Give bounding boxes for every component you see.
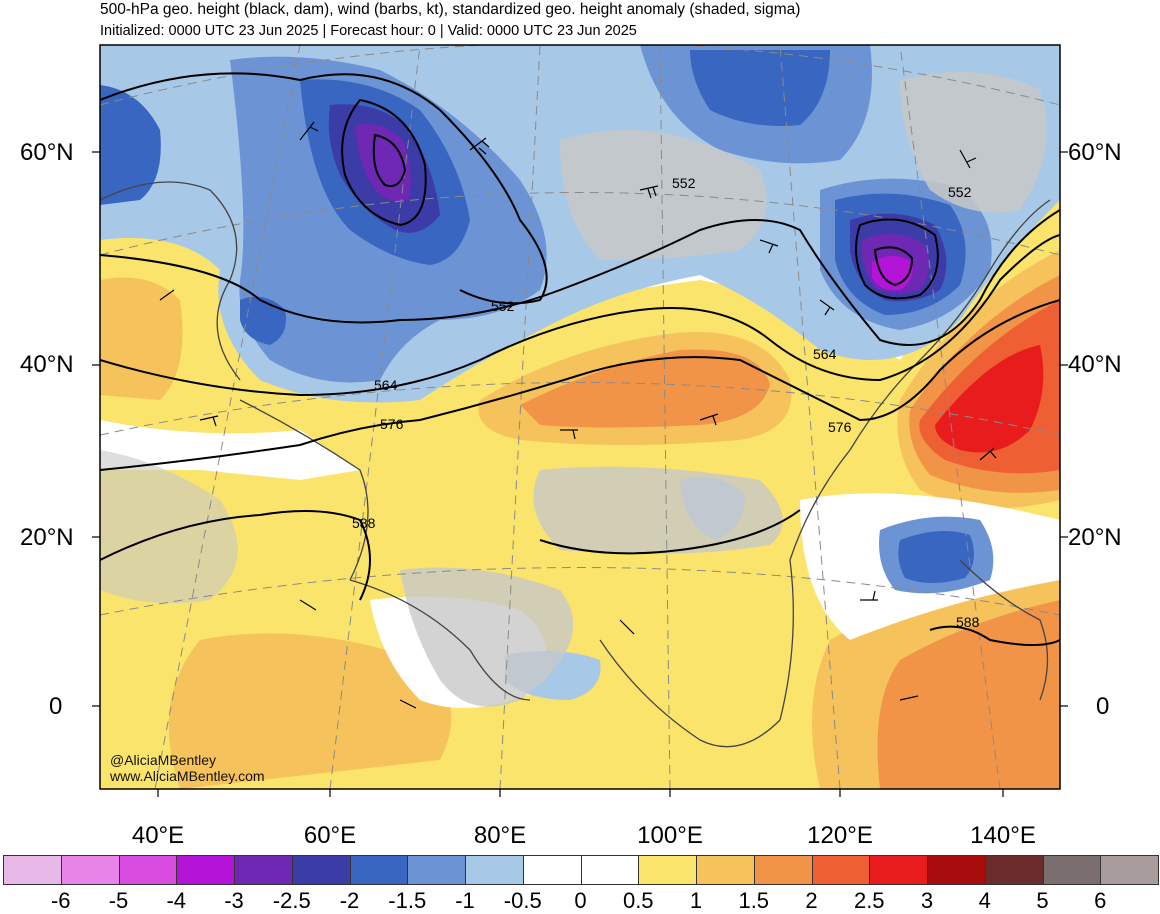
colorbar-swatch	[118, 855, 178, 885]
lat-label-40n-left: 40°N	[20, 351, 74, 378]
credit-url[interactable]: www.AliciaMBentley.com	[110, 768, 265, 784]
colorbar-tick-label: 4	[978, 888, 991, 913]
anomaly-neutral-band	[100, 420, 360, 480]
colorbar-swatch	[984, 855, 1044, 885]
colorbar-swatch	[696, 855, 755, 885]
colorbar-swatch	[811, 855, 871, 885]
lon-label-140e: 140°E	[970, 822, 1036, 849]
land-tibet	[533, 466, 783, 554]
contour-label: 576	[380, 416, 404, 432]
anomaly-negative-1.5-northeast	[690, 50, 830, 126]
lat-label-40n-right: 40°N	[1068, 351, 1122, 378]
colorbar-swatch	[234, 855, 293, 885]
colorbar-swatch	[927, 855, 986, 885]
colorbar-swatch	[580, 855, 640, 885]
colorbar-tick-label: 5	[1036, 888, 1049, 913]
colorbar-swatch	[3, 855, 62, 885]
land-arabia	[100, 450, 238, 604]
colorbar-tick-label: -1	[455, 888, 475, 913]
colorbar-tick-label: 2.5	[853, 888, 885, 913]
anomaly-positive-1-south	[168, 633, 452, 789]
contour-label: 564	[374, 377, 398, 393]
lon-label-40e: 40°E	[131, 822, 185, 849]
map-title: 500-hPa geo. height (black, dam), wind (…	[100, 1, 801, 18]
anomaly-positive-1.5-southeast	[877, 600, 1060, 789]
lat-label-eq-right: 0	[1096, 693, 1110, 720]
colorbar-tick-label: -2	[339, 888, 360, 913]
colorbar-swatch	[753, 855, 813, 885]
colorbar-tick-label: 3	[920, 888, 934, 913]
wind-barbs	[159, 121, 997, 709]
lon-label-100e: 100°E	[637, 822, 703, 849]
lon-label-120e: 120°E	[807, 822, 873, 849]
anomaly-negative-1.5-pacific	[898, 531, 974, 583]
contour-label: 588	[956, 614, 980, 630]
colorbar-swatch	[1042, 855, 1102, 885]
anomaly-negative-1.5-caspian	[240, 296, 286, 345]
contour-labels: 552 552 552 564 564 576 576 588 588	[352, 175, 980, 630]
colorbar-tick-label: 6	[1094, 888, 1107, 913]
land-east-siberia	[900, 72, 1047, 213]
credit-handle: @AliciaMBentley	[110, 752, 217, 768]
anomaly-positive-1-west	[100, 277, 183, 400]
colorbar-tick-label: 1	[689, 888, 703, 913]
colorbar-tick-label: 1.5	[738, 888, 770, 913]
colorbar-tick-label: 0	[574, 888, 587, 913]
lat-label-20n-right: 20°N	[1068, 524, 1122, 551]
anomaly-positive-1.5-central	[520, 349, 770, 428]
lat-label-60n-right: 60°N	[1068, 139, 1122, 166]
anomaly-negative-1-west	[100, 85, 161, 205]
colorbar-swatch	[349, 855, 409, 885]
height-contours	[100, 72, 1060, 646]
colorbar-tick-label: -6	[50, 888, 71, 913]
lon-label-80e: 80°E	[473, 822, 527, 849]
anomaly-negative-2.5-ural	[355, 124, 411, 202]
coastlines	[100, 181, 1051, 748]
colorbar-tick-label: 2	[805, 888, 818, 913]
colorbar-swatch	[60, 855, 120, 885]
colorbar-tick-label: -2.5	[272, 888, 311, 913]
land-india	[400, 567, 574, 707]
contour-label: 552	[491, 298, 515, 314]
colorbar-swatch	[1100, 855, 1159, 885]
colorbar-swatch	[638, 855, 697, 885]
colorbar-tick-label: -5	[108, 888, 129, 913]
contour-label: 576	[828, 419, 852, 435]
colorbar-swatch	[291, 855, 351, 885]
map-subtitle: Initialized: 0000 UTC 23 Jun 2025 | Fore…	[100, 23, 637, 39]
colorbar-swatch	[522, 855, 582, 885]
lat-label-60n-left: 60°N	[20, 139, 74, 166]
land-siberia	[560, 130, 767, 260]
contour-label: 564	[813, 346, 837, 362]
contour-576	[100, 299, 1060, 471]
axis-ticks	[92, 151, 1068, 797]
colorbar-swatch	[407, 855, 466, 885]
lat-label-20n-left: 20°N	[20, 524, 74, 551]
colorbar-swatch	[465, 855, 524, 885]
contour-label: 588	[352, 515, 376, 531]
map-frame	[99, 44, 1061, 790]
lon-label-60e: 60°E	[303, 822, 357, 849]
colorbar-tick-label: -4	[166, 888, 187, 913]
colorbar-tick-label: -3	[224, 888, 244, 913]
contour-588	[100, 509, 1060, 646]
colorbar-swatch	[176, 855, 235, 885]
contour-label: 552	[672, 175, 696, 191]
contour-label: 552	[948, 184, 972, 200]
lat-label-eq-left: 0	[49, 693, 63, 720]
contour-564	[100, 234, 1060, 397]
colorbar-tick-label: -1.5	[388, 888, 427, 913]
colorbar-swatch	[869, 855, 928, 885]
colorbar-tick-label: -0.5	[503, 888, 542, 913]
colorbar-tick-label: 0.5	[622, 888, 654, 913]
